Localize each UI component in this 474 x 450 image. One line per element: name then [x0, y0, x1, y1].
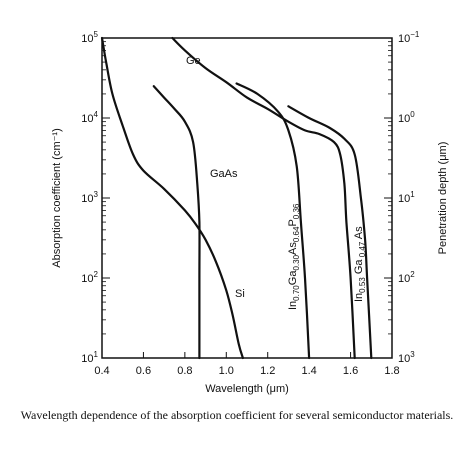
- label-ingaas-as: As: [353, 226, 365, 242]
- y2-tick-base: 10: [398, 273, 410, 285]
- y-tick-base: 10: [81, 353, 93, 365]
- label-ingaasp-p: P: [287, 219, 299, 226]
- y-tick-label: 102: [81, 270, 98, 285]
- y2-tick-base: 10: [398, 353, 410, 365]
- series-line-4: [287, 105, 373, 360]
- y2-tick-exponent: 0: [410, 110, 415, 119]
- axis-ticks: 0.4 0.6 0.8 1.0 1.2 1.4 1.6 1.81011021031041051…: [81, 30, 420, 377]
- label-ingaasp-s3: 0.64: [292, 226, 301, 242]
- series-line-3: [235, 82, 311, 360]
- y-tick-label: 104: [81, 110, 98, 125]
- label-ingaas-s1: 0.53: [358, 277, 367, 293]
- y2-tick-exponent: −1: [410, 30, 420, 39]
- y2-tick-label: 102: [398, 270, 415, 285]
- series-line-0: [171, 36, 356, 360]
- absorption-chart: 0.4 0.6 0.8 1.0 1.2 1.4 1.6 1.81011021031041051…: [51, 30, 449, 395]
- label-gaas: GaAs: [210, 168, 238, 180]
- label-ingaasp-ga: Ga: [287, 270, 299, 286]
- series-line-2: [100, 36, 244, 360]
- x-tick-label: 0.6: [136, 365, 151, 377]
- x-tick-label: 0.4: [94, 365, 109, 377]
- x-tick-label: 1.8: [384, 365, 399, 377]
- x-tick-label: 1.4: [301, 365, 316, 377]
- x-tick-label: 1.6: [343, 365, 358, 377]
- label-ingaasp-as: As: [287, 242, 299, 255]
- label-ingaasp-s2: 0.30: [292, 254, 301, 270]
- y-tick-label: 101: [81, 350, 98, 365]
- y-tick-exponent: 3: [94, 190, 99, 199]
- label-ingaas: In0.53 Ga 0.47 As: [353, 226, 367, 302]
- plot-frame: [101, 37, 393, 359]
- y2-tick-base: 10: [398, 33, 410, 45]
- y-tick-exponent: 5: [94, 30, 99, 39]
- y2-axis-title: Penetration depth (μm): [437, 142, 449, 255]
- y-tick-exponent: 4: [94, 110, 99, 119]
- x-tick-label: 0.8: [177, 365, 192, 377]
- label-ingaasp-in: In: [287, 301, 299, 310]
- y-tick-base: 10: [81, 113, 93, 125]
- x-tick-label: 1.2: [260, 365, 275, 377]
- series-line-1: [152, 85, 201, 360]
- label-ingaasp: In0.70Ga0.30As0.64P0.36: [287, 203, 301, 310]
- y2-tick-exponent: 3: [410, 350, 415, 359]
- label-ingaas-ga: Ga: [353, 259, 365, 278]
- y2-tick-base: 10: [398, 113, 410, 125]
- y-tick-label: 105: [81, 30, 98, 45]
- y2-tick-label: 100: [398, 110, 415, 125]
- x-axis-title: Wavelength (μm): [205, 383, 289, 395]
- y2-tick-label: 10−1: [398, 30, 420, 45]
- y2-tick-exponent: 1: [410, 190, 415, 199]
- y-tick-exponent: 2: [94, 270, 99, 279]
- y2-tick-exponent: 2: [410, 270, 415, 279]
- y2-tick-label: 103: [398, 350, 415, 365]
- y-tick-exponent: 1: [94, 350, 99, 359]
- label-ge: Ge: [186, 55, 201, 67]
- series-group: [100, 36, 373, 360]
- x-tick-label: 1.0: [219, 365, 234, 377]
- y-tick-base: 10: [81, 273, 93, 285]
- y-axis-title: Absorption coefficient (cm⁻¹): [51, 128, 63, 268]
- label-ingaasp-s4: 0.36: [292, 203, 301, 219]
- label-ingaas-s2: 0.47: [358, 241, 367, 259]
- y-tick-base: 10: [81, 193, 93, 205]
- label-ingaas-in: In: [353, 293, 365, 302]
- y-tick-label: 103: [81, 190, 98, 205]
- y2-tick-label: 101: [398, 190, 415, 205]
- y2-tick-base: 10: [398, 193, 410, 205]
- figure-caption: Wavelength dependence of the absorption …: [20, 408, 454, 422]
- plot-area-border: [101, 37, 393, 359]
- label-ingaasp-s1: 0.70: [292, 285, 301, 301]
- y-tick-base: 10: [81, 33, 93, 45]
- label-si: Si: [235, 288, 245, 300]
